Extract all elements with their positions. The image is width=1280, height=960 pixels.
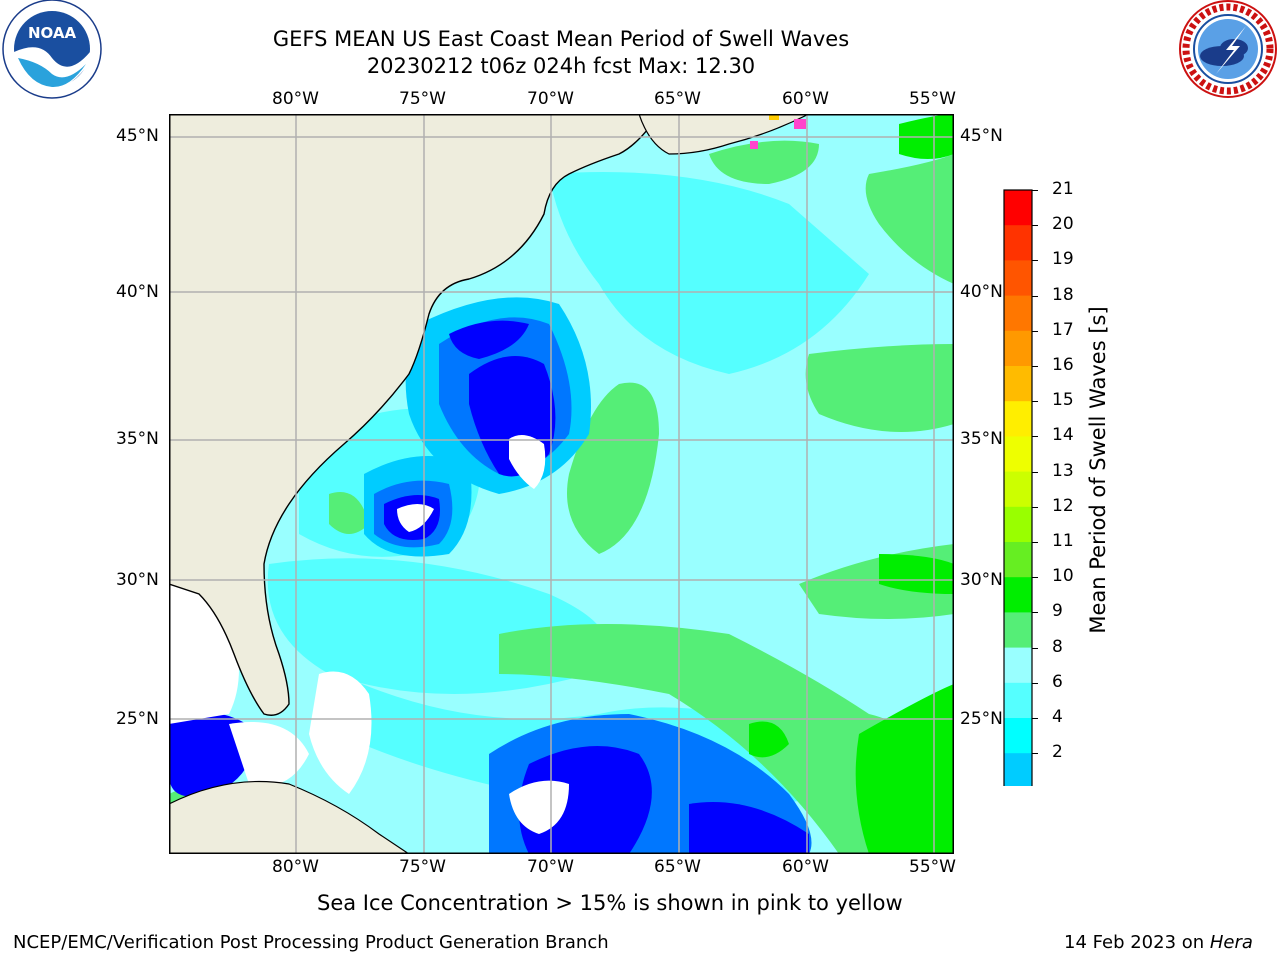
colorbar-swatch xyxy=(1004,330,1032,367)
lon-label-top: 70°W xyxy=(527,89,574,109)
colorbar-tick-label: 11 xyxy=(1052,531,1074,551)
colorbar-tick-label: 10 xyxy=(1052,566,1074,587)
colorbar-swatch xyxy=(1004,753,1032,789)
colorbar-tick xyxy=(1032,225,1038,227)
colorbar-swatch xyxy=(1004,542,1032,578)
colorbar-tick xyxy=(1032,753,1038,755)
colorbar-tick-label: 21 xyxy=(1052,179,1074,199)
colorbar-tick-label: 16 xyxy=(1052,355,1074,375)
colorbar-tick-label: 19 xyxy=(1052,249,1074,270)
colorbar-tick xyxy=(1032,612,1038,614)
colorbar-tick xyxy=(1032,366,1038,367)
lat-label-right: 45°N xyxy=(960,126,1003,146)
colorbar-tick-label: 6 xyxy=(1052,671,1063,692)
colorbar-tick xyxy=(1032,647,1038,649)
colorbar-tick-label: 8 xyxy=(1052,636,1063,657)
colorbar-tick xyxy=(1032,295,1038,297)
colorbar-swatch xyxy=(1004,401,1032,437)
map-panel xyxy=(168,113,954,855)
nws-logo xyxy=(1176,0,1280,100)
land-cuba xyxy=(168,780,411,855)
footer-date-text: 14 Feb 2023 on xyxy=(1064,932,1210,953)
lon-label-bottom: 65°W xyxy=(654,857,701,877)
noaa-logo: NOAA xyxy=(0,0,104,100)
lon-label-bottom: 60°W xyxy=(782,857,829,877)
colorbar-swatch xyxy=(1004,718,1032,754)
colorbar-tick-label: 2 xyxy=(1052,742,1063,763)
graticule xyxy=(169,114,954,854)
colorbar-swatch xyxy=(1004,295,1032,332)
colorbar xyxy=(1000,186,1040,818)
lat-label-right: 40°N xyxy=(960,282,1003,302)
colorbar-tick xyxy=(1032,260,1038,262)
lat-label-left: 40°N xyxy=(116,282,159,302)
lon-label-bottom: 75°W xyxy=(399,857,446,877)
chart-title: GEFS MEAN US East Coast Mean Period of S… xyxy=(272,27,850,51)
lat-label-right: 25°N xyxy=(960,709,1003,729)
footer-credit: NCEP/EMC/Verification Post Processing Pr… xyxy=(13,932,609,953)
colorbar-swatch xyxy=(1004,506,1032,543)
colorbar-tick-label: 12 xyxy=(1052,495,1074,516)
lon-label-top: 60°W xyxy=(782,89,829,109)
colorbar-tick xyxy=(1032,190,1038,191)
colorbar-swatch xyxy=(1004,225,1032,261)
colorbar-tick xyxy=(1032,436,1038,438)
lat-label-left: 30°N xyxy=(116,570,159,590)
lat-label-left: 25°N xyxy=(116,709,159,729)
colorbar-title: Mean Period of Swell Waves [s] xyxy=(1086,306,1110,634)
land-north-america xyxy=(168,113,661,716)
colorbar-tick-label: 14 xyxy=(1052,425,1074,446)
colorbar-swatch xyxy=(1004,647,1032,684)
colorbar-tick-label: 9 xyxy=(1052,601,1063,622)
colorbar-tick xyxy=(1032,330,1038,332)
colorbar-tick xyxy=(1032,542,1038,543)
colorbar-tick xyxy=(1032,577,1038,579)
colorbar-tick-label: 17 xyxy=(1052,319,1074,340)
swell-period-map xyxy=(168,113,954,855)
colorbar-swatch xyxy=(1004,436,1032,473)
lon-label-top: 80°W xyxy=(272,89,319,109)
lat-label-left: 45°N xyxy=(116,126,159,146)
colorbar-swatch xyxy=(1004,260,1032,297)
colorbar-swatch xyxy=(1004,366,1032,402)
lon-label-bottom: 55°W xyxy=(909,857,956,877)
colorbar-tick xyxy=(1032,401,1038,403)
lon-label-top: 55°W xyxy=(909,89,956,109)
colorbar-tick-label: 13 xyxy=(1052,460,1074,481)
colorbar-swatch xyxy=(1004,577,1032,613)
svg-text:NOAA: NOAA xyxy=(28,24,77,42)
lon-label-top: 65°W xyxy=(654,89,701,109)
footer-host: Hera xyxy=(1209,932,1253,953)
colorbar-tick xyxy=(1032,506,1038,508)
colorbar-tick xyxy=(1032,718,1038,719)
footer-date: 14 Feb 2023 on Hera xyxy=(1064,932,1253,953)
colorbar-tick-label: 15 xyxy=(1052,390,1074,411)
colorbar-tick xyxy=(1032,682,1038,684)
colorbar-tick-label: 4 xyxy=(1052,707,1063,727)
colorbar-swatch xyxy=(1004,682,1032,719)
lat-label-right: 35°N xyxy=(960,429,1003,449)
sea-ice-note: Sea Ice Concentration > 15% is shown in … xyxy=(317,891,903,915)
colorbar-swatch xyxy=(1004,612,1032,649)
colorbar-swatch xyxy=(1004,471,1032,508)
colorbar-tick-label: 20 xyxy=(1052,214,1074,235)
colorbar-swatch xyxy=(1004,190,1032,226)
colorbar-tick-label: 18 xyxy=(1052,284,1074,305)
colorbar-tick xyxy=(1032,471,1038,473)
lat-label-left: 35°N xyxy=(116,429,159,449)
chart-subtitle: 20230212 t06z 024h fcst Max: 12.30 xyxy=(366,54,756,78)
lon-label-top: 75°W xyxy=(399,89,446,109)
lon-label-bottom: 70°W xyxy=(527,857,574,877)
lat-label-right: 30°N xyxy=(960,570,1003,590)
lon-label-bottom: 80°W xyxy=(272,857,319,877)
